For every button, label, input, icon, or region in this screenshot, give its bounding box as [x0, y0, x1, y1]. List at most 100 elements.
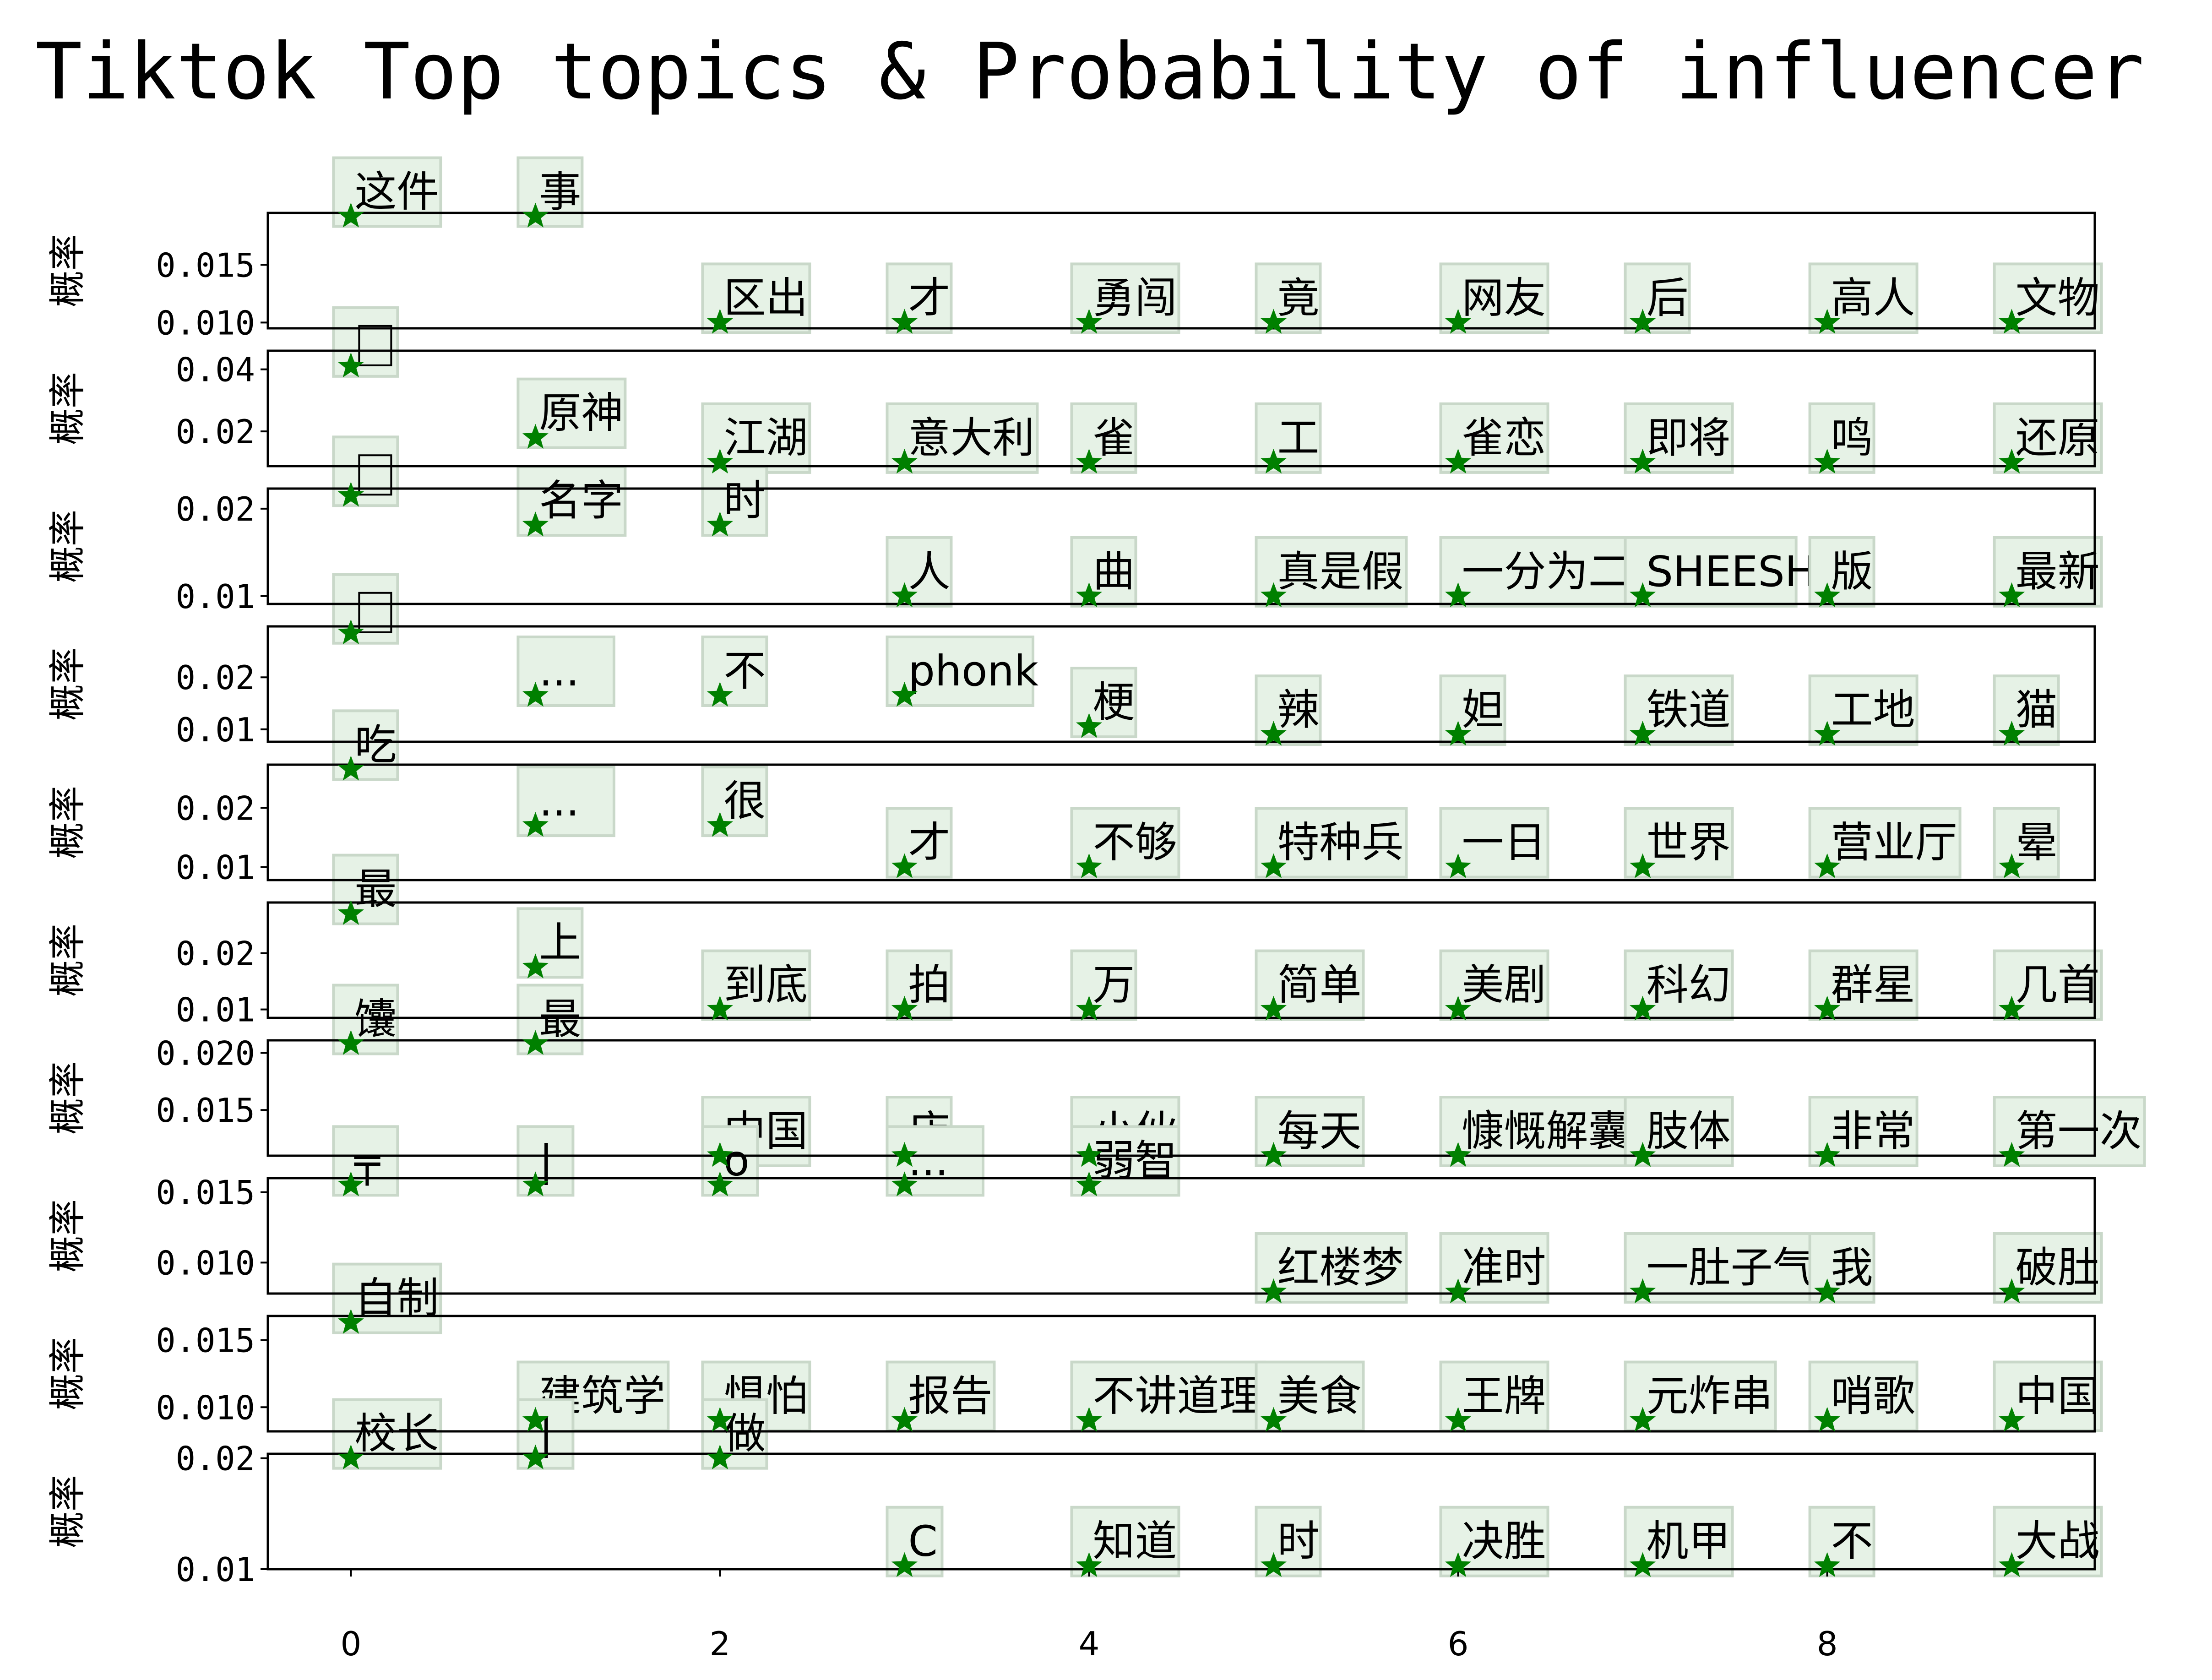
- panel-7-ytick-label: 0.010: [156, 1244, 255, 1282]
- star-marker-2-4: [1076, 582, 1102, 608]
- star-marker-6-4: [1076, 1142, 1102, 1167]
- star-marker-8-5: [1261, 1407, 1287, 1432]
- word-label-box: [1255, 1360, 1365, 1432]
- word-label-text: 自制: [354, 1274, 439, 1323]
- word-label-text: 几首: [2016, 961, 2100, 1010]
- star-marker-8-1: [522, 1407, 549, 1432]
- panel-6-frame: [266, 1039, 2096, 1157]
- word-label-text: 时: [723, 476, 766, 525]
- word-label-text: 每天: [1277, 1107, 1362, 1156]
- star-marker-6-1: [522, 1030, 549, 1055]
- word-label-text: 中国: [2016, 1372, 2100, 1421]
- word-label-text: 决胜: [1462, 1517, 1546, 1566]
- word-label-box: [1993, 1506, 2103, 1577]
- word-label-7-1: |: [516, 1125, 575, 1197]
- word-label-text: 高人: [1831, 273, 1915, 322]
- word-label-6-0: 馕: [332, 984, 399, 1055]
- star-marker-0-5: [1261, 309, 1287, 334]
- word-label-5-0: 最: [332, 854, 399, 925]
- word-label-4-3: 才: [886, 807, 953, 879]
- word-label-box: [332, 1262, 442, 1334]
- star-marker-7-1: [522, 1171, 549, 1196]
- star-marker-2-1: [522, 511, 549, 537]
- star-marker-0-1: [522, 202, 549, 228]
- word-label-text: 铁道: [1647, 685, 1731, 734]
- word-label-8-4: 不讲道理: [1070, 1360, 1266, 1432]
- word-label-box: [516, 1398, 575, 1470]
- word-label-text: 人: [908, 547, 950, 596]
- word-label-text: 到底: [723, 961, 808, 1010]
- star-marker-2-0: [337, 482, 364, 507]
- word-label-text: 美剧: [1462, 961, 1546, 1010]
- word-label-6-7: 肢体: [1624, 1096, 1734, 1167]
- word-label-text: 真是假: [1277, 547, 1404, 596]
- star-marker-3-4: [1076, 713, 1102, 738]
- word-label-text: 吃: [354, 720, 397, 769]
- word-label-text: 非常: [1831, 1107, 1915, 1156]
- word-label-text: 后: [1647, 273, 1689, 322]
- panel-0-frame: [266, 212, 2096, 330]
- panel-7-ylabel: 概率: [46, 1199, 89, 1272]
- star-marker-9-5: [1261, 1552, 1287, 1577]
- star-marker-1-7: [1630, 448, 1656, 474]
- word-label-1-7: 即将: [1624, 402, 1734, 474]
- star-marker-8-3: [891, 1407, 918, 1432]
- star-marker-3-3: [891, 682, 918, 707]
- word-label-1-0: [332, 306, 399, 378]
- star-marker-5-7: [1630, 995, 1656, 1021]
- word-label-text: 群星: [1831, 961, 1915, 1010]
- star-marker-1-4: [1076, 448, 1102, 474]
- panel-8-frame: [266, 1315, 2096, 1433]
- word-label-text: 拍: [908, 961, 950, 1010]
- panel-6-ytick-label: 0.020: [156, 1034, 255, 1072]
- panel-5-ytick-label: 0.01: [176, 991, 255, 1029]
- star-marker-2-5: [1261, 582, 1287, 608]
- word-label-box: [1624, 1232, 1820, 1304]
- word-label-text: ...: [539, 777, 579, 826]
- word-label-8-9: 中国: [1993, 1360, 2103, 1432]
- star-marker-1-2: [707, 448, 733, 474]
- star-marker-2-9: [1999, 582, 2025, 608]
- word-label-text: 第一次: [2016, 1107, 2142, 1156]
- panel-1-frame: [266, 349, 2096, 468]
- star-marker-4-5: [1261, 853, 1287, 878]
- word-label-9-3: C: [886, 1506, 944, 1577]
- star-marker-1-9: [1999, 448, 2025, 474]
- panel-9-ylabel: 概率: [46, 1475, 89, 1548]
- word-label-1-4: 雀: [1070, 402, 1137, 474]
- word-label-8-0: 自制: [332, 1262, 442, 1334]
- word-label-text: 校长: [354, 1409, 439, 1458]
- star-marker-3-8: [1814, 721, 1841, 746]
- star-marker-1-8: [1814, 448, 1841, 474]
- chart-title: Tiktok Top topics & Probability of influ…: [35, 27, 2144, 117]
- word-label-text: phonk: [908, 647, 1038, 696]
- word-label-4-5: 特种兵: [1255, 807, 1408, 879]
- word-label-text: 竟: [1277, 273, 1320, 322]
- star-marker-0-2: [707, 309, 733, 334]
- star-marker-7-3: [891, 1171, 918, 1196]
- word-label-text: 美食: [1277, 1372, 1362, 1421]
- star-marker-5-2: [707, 995, 733, 1021]
- word-label-7-2: o: [701, 1125, 759, 1197]
- star-marker-1-3: [891, 448, 918, 474]
- word-label-text: 才: [908, 818, 950, 867]
- word-label-text: 最新: [2016, 547, 2100, 596]
- word-label-text: 晕: [2016, 818, 2058, 867]
- word-label-text: 曲: [1092, 547, 1135, 596]
- panel-4-ylabel: 概率: [46, 786, 89, 859]
- word-label-text: 江湖: [723, 413, 808, 462]
- word-label-box: [1624, 1360, 1777, 1432]
- star-marker-5-3: [891, 995, 918, 1021]
- star-marker-2-2: [707, 511, 733, 537]
- markers-layer: [337, 202, 2025, 1577]
- missing-glyph-box: [358, 592, 392, 633]
- panel-3-ylabel: 概率: [46, 647, 89, 721]
- star-marker-5-0: [337, 900, 364, 925]
- word-label-box: [886, 807, 953, 879]
- star-marker-0-4: [1076, 309, 1102, 334]
- word-label-5-1: 上: [516, 907, 584, 979]
- star-marker-0-0: [337, 202, 364, 228]
- panel-1-ytick-label: 0.02: [176, 413, 255, 451]
- word-label-text: 鸣: [1831, 413, 1873, 462]
- star-marker-4-6: [1445, 853, 1472, 878]
